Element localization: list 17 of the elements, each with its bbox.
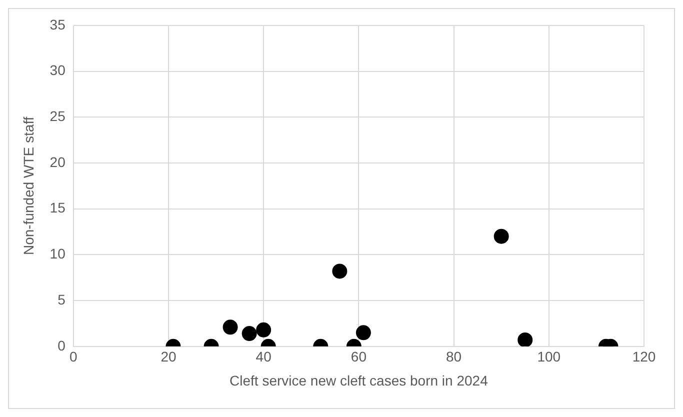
x-tick-label: 60 bbox=[350, 348, 367, 365]
x-tick-label: 20 bbox=[160, 348, 176, 365]
y-tick-label: 35 bbox=[50, 16, 66, 32]
y-tick-label: 5 bbox=[58, 291, 66, 308]
x-tick-label: 0 bbox=[69, 348, 78, 365]
y-tick-label: 0 bbox=[58, 337, 66, 354]
y-tick-label: 15 bbox=[50, 200, 66, 216]
y-tick-label: 30 bbox=[50, 62, 66, 78]
y-tick-label: 20 bbox=[50, 154, 66, 170]
y-axis-title: Non-funded WTE staff bbox=[20, 116, 36, 256]
x-tick-label: 40 bbox=[256, 348, 272, 365]
x-tick-label: 120 bbox=[632, 348, 656, 365]
x-tick-label: 100 bbox=[537, 348, 561, 365]
x-axis-title: Cleft service new cleft cases born in 2024 bbox=[230, 372, 488, 388]
y-tick-label: 10 bbox=[50, 246, 66, 262]
y-tick-label: 25 bbox=[50, 108, 66, 124]
x-tick-label: 80 bbox=[446, 348, 462, 365]
